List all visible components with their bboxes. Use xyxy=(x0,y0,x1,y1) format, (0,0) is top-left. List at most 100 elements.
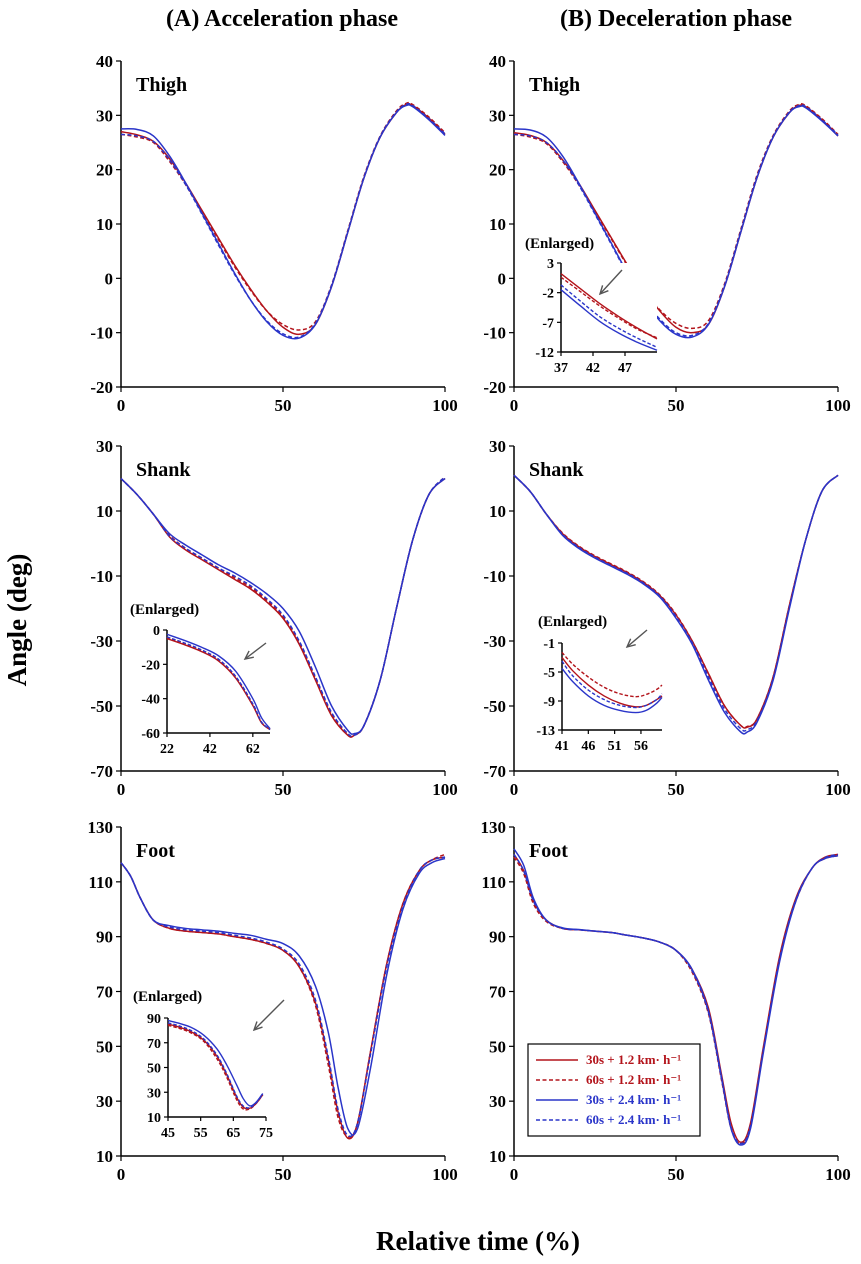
series-line-4 xyxy=(513,853,839,1145)
series-line-4 xyxy=(120,856,446,1138)
legend: 30s + 1.2 km· h⁻¹ 60s + 1.2 km· h⁻¹ 30s + … xyxy=(527,1043,701,1137)
y-tick-label: 50 xyxy=(96,1037,113,1056)
panel-thigh-acceleration: -20 -10 0 10 20 30 40 0 50 100 Thigh xyxy=(90,52,457,415)
y-tick-label: 0 xyxy=(498,269,507,288)
series-line-3 xyxy=(120,104,446,340)
y-tick-label: 30 xyxy=(96,1092,113,1111)
y-tick-label: 10 xyxy=(96,215,113,234)
inset-x-tick-label: 22 xyxy=(160,742,174,757)
y-tick-label: -10 xyxy=(483,567,506,586)
y-tick-label: 10 xyxy=(96,1147,113,1166)
panel-shank-acceleration: -70 -50 -30 -10 10 30 0 50 100 Shank (Enlarged) 0 -2… xyxy=(90,437,457,799)
series-line-3 xyxy=(513,105,839,339)
pointer-arrow-icon xyxy=(625,629,648,649)
inset-y-tick-label: -13 xyxy=(536,724,555,739)
inset-title: (Enlarged) xyxy=(130,602,199,618)
inset-x-tick-label: 41 xyxy=(555,739,569,754)
inset-series-line-3 xyxy=(560,289,658,351)
y-tick-label: 40 xyxy=(489,52,506,71)
inset-background xyxy=(167,630,270,733)
inset-x-tick-label: 75 xyxy=(259,1126,273,1141)
series-line-4 xyxy=(120,102,446,339)
legend-label-2: 60s + 1.2 km· h⁻¹ xyxy=(586,1072,681,1087)
x-tick-label: 0 xyxy=(510,1165,519,1184)
inset-title: (Enlarged) xyxy=(525,236,594,252)
y-tick-label: 0 xyxy=(105,269,114,288)
series-line-4 xyxy=(120,476,446,738)
column-title-acceleration: (A) Acceleration phase xyxy=(166,6,398,32)
y-tick-label: -70 xyxy=(90,762,113,781)
pointer-arrow-icon xyxy=(598,269,623,296)
inset-x-tick-label: 55 xyxy=(194,1126,208,1141)
x-tick-label: 50 xyxy=(275,396,292,415)
inset-series-line-3 xyxy=(166,633,271,730)
inset-y-tick-label: 90 xyxy=(147,1012,161,1027)
inset-y-tick-label: -9 xyxy=(543,695,555,710)
y-tick-label: 30 xyxy=(489,1092,506,1111)
inset-background xyxy=(168,1018,266,1117)
x-tick-label: 0 xyxy=(510,780,519,799)
y-tick-label: 10 xyxy=(489,215,506,234)
y-tick-label: 50 xyxy=(489,1037,506,1056)
series-line-4 xyxy=(513,474,839,732)
inset-x-tick-label: 42 xyxy=(203,742,217,757)
y-tick-label: 40 xyxy=(96,52,113,71)
x-tick-label: 100 xyxy=(825,780,851,799)
x-tick-label: 100 xyxy=(432,1165,458,1184)
inset-series-line-3 xyxy=(561,667,663,714)
x-tick-label: 100 xyxy=(432,396,458,415)
inset-y-tick-label: 50 xyxy=(147,1062,161,1077)
inset-y-tick-label: -60 xyxy=(141,727,160,742)
series-line-2 xyxy=(120,101,446,331)
panel-thigh-deceleration: -20 -10 0 10 20 30 40 0 50 100 Thigh (Enlarged) 3 -2 -… xyxy=(483,52,850,415)
y-tick-label: -10 xyxy=(483,324,506,343)
y-tick-label: 70 xyxy=(489,983,506,1002)
series-line-3 xyxy=(120,477,446,735)
panel-name: Thigh xyxy=(529,74,580,96)
inset-y-tick-label: 3 xyxy=(547,257,554,272)
inset-x-tick-label: 45 xyxy=(161,1126,175,1141)
inset-series-line-4 xyxy=(561,660,663,709)
x-tick-label: 100 xyxy=(825,1165,851,1184)
inset-x-tick-label: 46 xyxy=(581,739,595,754)
inset-x-tick-label: 56 xyxy=(634,739,648,754)
x-tick-label: 100 xyxy=(825,396,851,415)
x-tick-label: 100 xyxy=(432,780,458,799)
inset-y-tick-label: -1 xyxy=(543,637,555,652)
y-tick-label: -20 xyxy=(483,378,506,397)
y-tick-label: 30 xyxy=(96,106,113,125)
y-tick-label: 90 xyxy=(96,928,113,947)
column-title-deceleration: (B) Deceleration phase xyxy=(560,6,792,32)
inset-y-tick-label: 70 xyxy=(147,1037,161,1052)
x-tick-label: 0 xyxy=(117,780,126,799)
panel-name: Shank xyxy=(136,459,191,481)
y-tick-label: -30 xyxy=(483,632,506,651)
y-tick-label: 110 xyxy=(88,873,113,892)
inset-series-line-4 xyxy=(166,636,271,731)
panel-foot-acceleration: 10 30 50 70 90 110 130 0 50 100 Foot (Enlarged) 90 70… xyxy=(88,818,458,1184)
inset-y-tick-label: -12 xyxy=(535,346,554,361)
panel-shank-deceleration: -70 -50 -30 -10 10 30 0 50 100 Shank (Enlarged) -1 -… xyxy=(483,437,850,799)
inset-series-line-2 xyxy=(561,651,663,698)
y-tick-label: -50 xyxy=(483,697,506,716)
inset-series-line-1 xyxy=(560,273,658,340)
x-tick-label: 50 xyxy=(275,780,292,799)
y-tick-label: 70 xyxy=(96,983,113,1002)
pointer-arrow-icon xyxy=(252,999,285,1032)
x-tick-label: 50 xyxy=(668,780,685,799)
inset-y-tick-label: -2 xyxy=(542,287,554,302)
y-tick-label: 10 xyxy=(489,502,506,521)
inset-x-tick-label: 47 xyxy=(618,361,632,376)
legend-label-4: 60s + 2.4 km· h⁻¹ xyxy=(586,1112,681,1127)
panel-name: Shank xyxy=(529,459,584,481)
y-axis-label: Angle (deg) xyxy=(2,554,32,687)
inset-series-line-4 xyxy=(167,1022,264,1109)
inset-series-line-2 xyxy=(167,1024,264,1111)
y-tick-label: 110 xyxy=(481,873,506,892)
y-tick-label: -30 xyxy=(90,632,113,651)
inset-background xyxy=(561,263,657,352)
